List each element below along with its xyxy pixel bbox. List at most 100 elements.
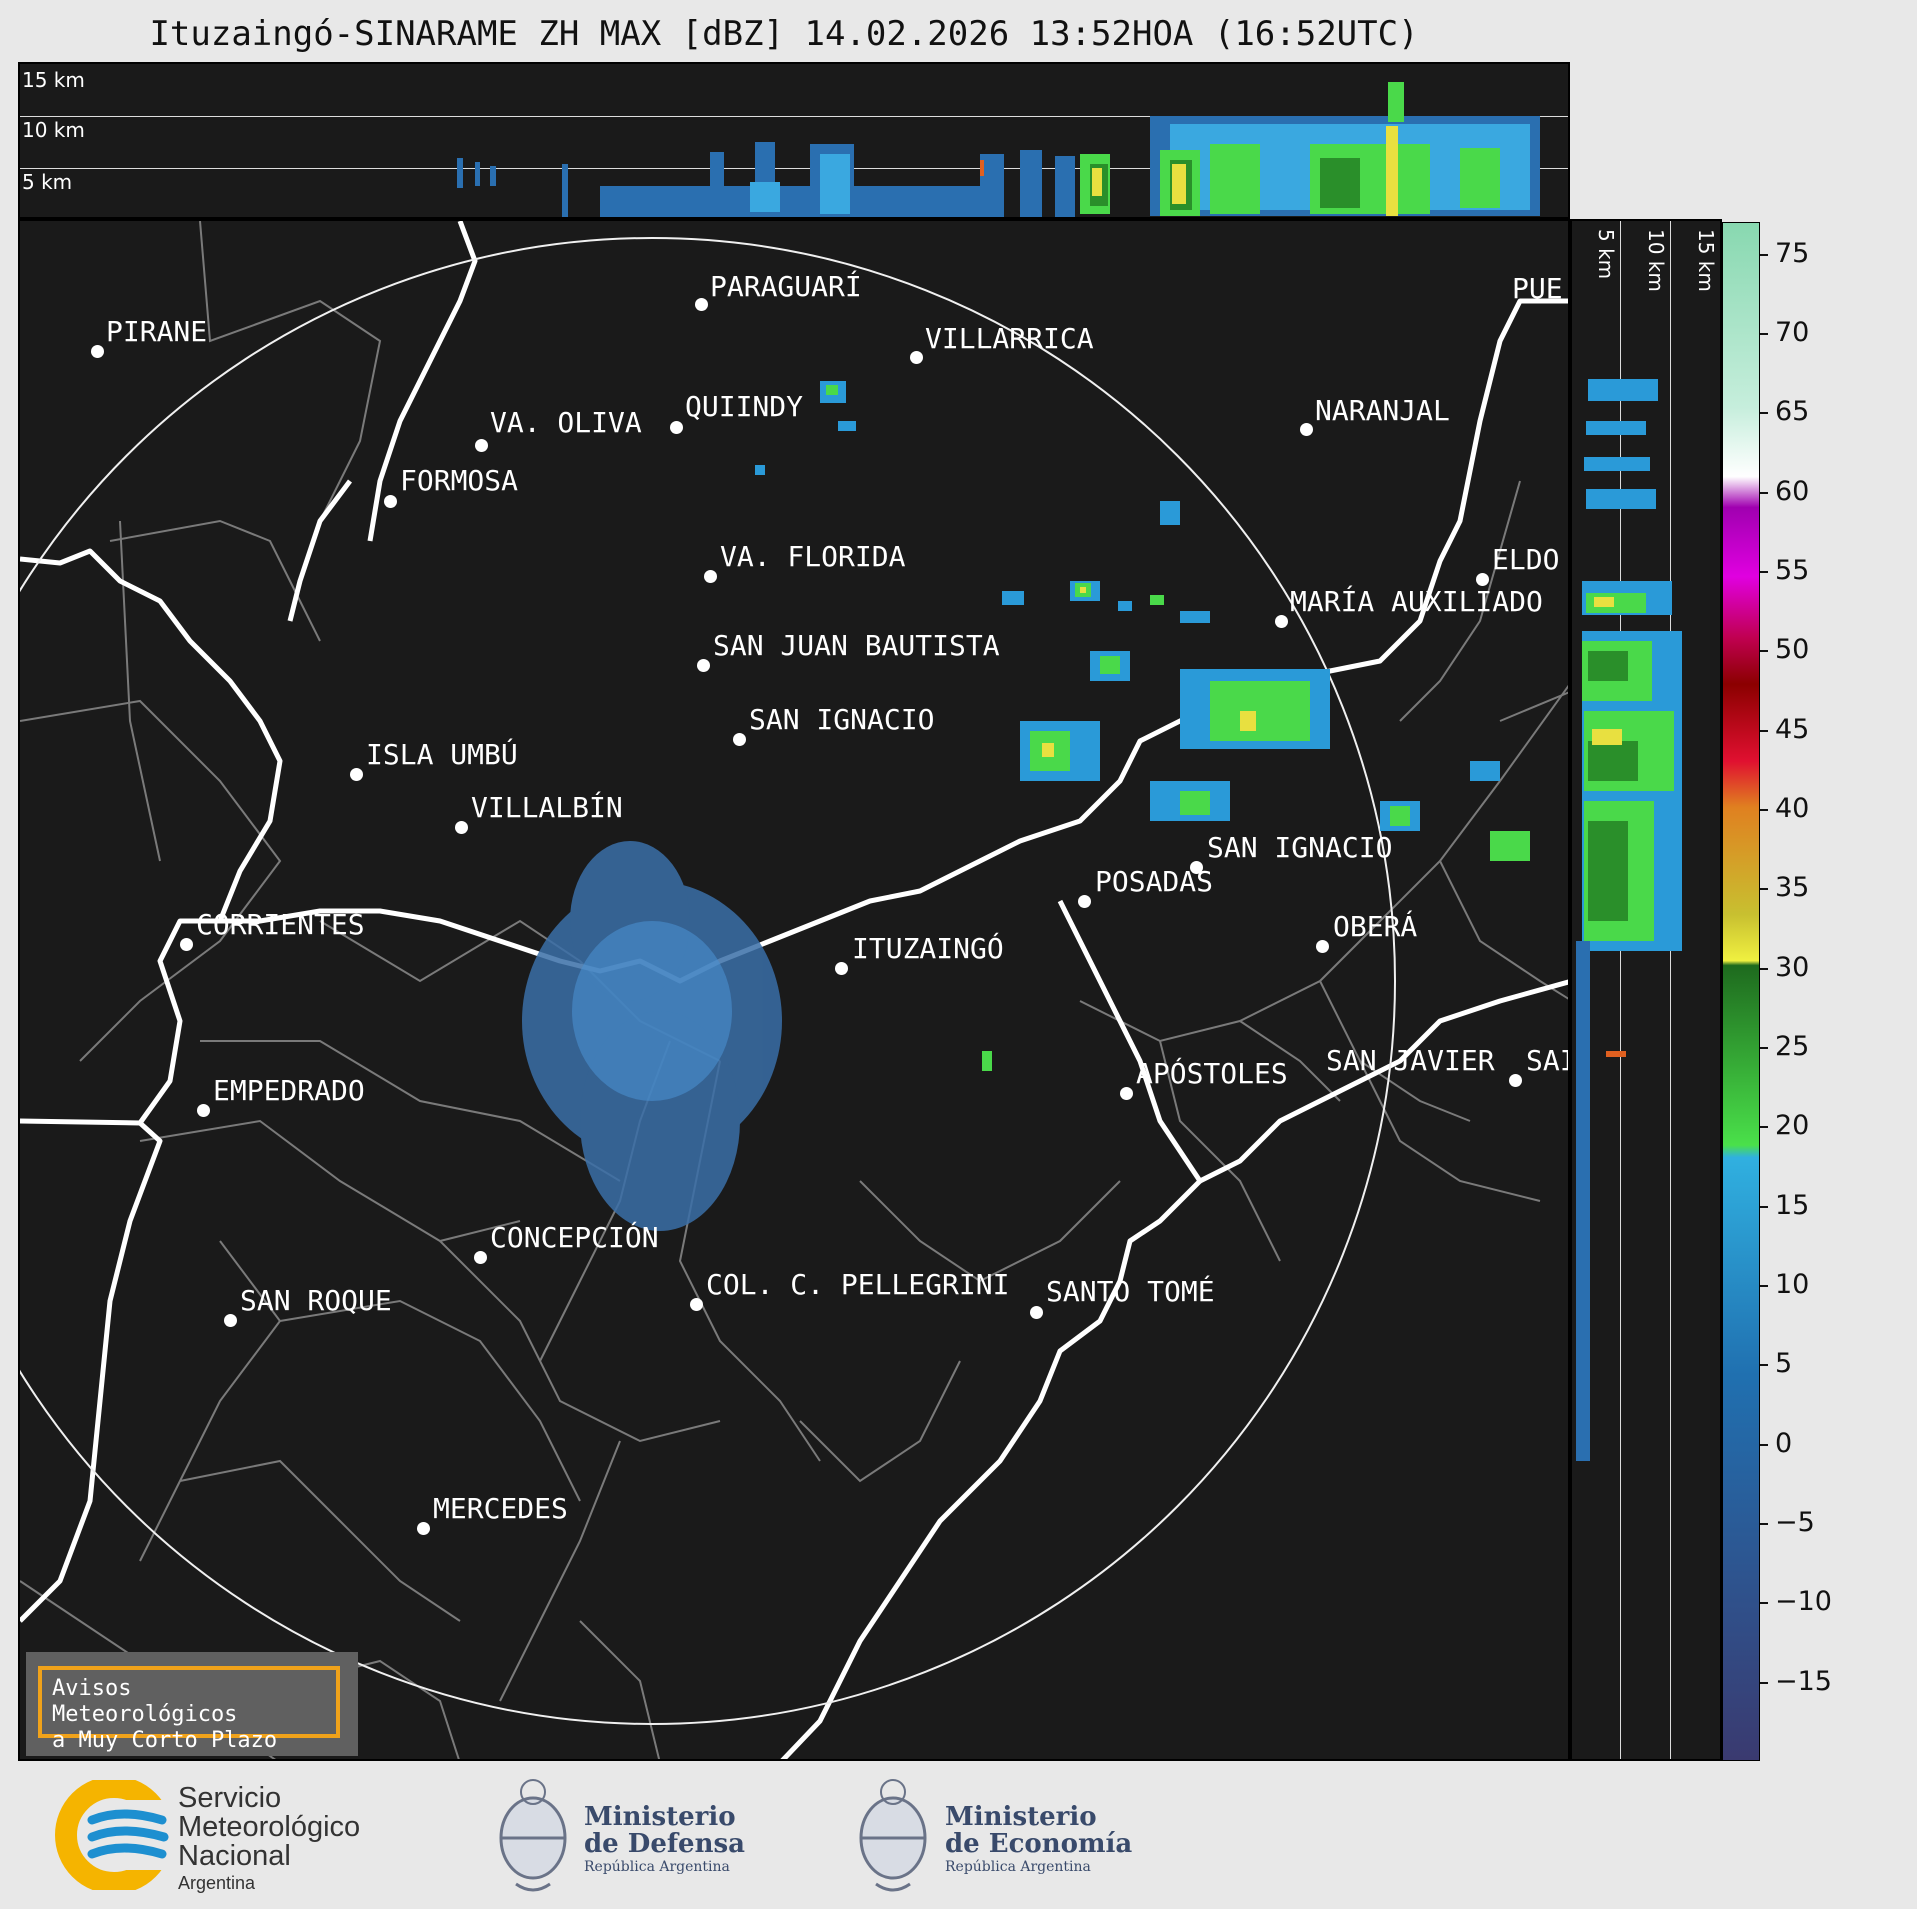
- colorbar-tick-label: 15: [1775, 1189, 1810, 1221]
- smn-line4: Argentina: [178, 1873, 256, 1893]
- colorbar-tick: [1760, 1126, 1768, 1129]
- colorbar-tick: [1760, 1047, 1768, 1050]
- city-dot: [1316, 940, 1329, 953]
- colorbar-tick: [1760, 1523, 1768, 1525]
- city-label: SAN IGNACIO: [749, 703, 935, 736]
- city-dot: [1190, 861, 1203, 874]
- defensa-line1: Ministerio: [584, 1802, 736, 1832]
- city-label: MERCEDES: [433, 1492, 568, 1525]
- defensa-seal-icon: [499, 1779, 567, 1892]
- city-dot: [1275, 615, 1288, 628]
- city-label: CORRIENTES: [196, 908, 365, 941]
- radar-site-label: ITUZAINGÓ: [852, 932, 1004, 965]
- city-label: SAI: [1526, 1044, 1568, 1077]
- city-label: ELDO: [1492, 543, 1560, 576]
- radar-map-panel[interactable]: PARAGUARÍ VILLARRICA PIRANE QUIINDY VA. …: [18, 219, 1570, 1761]
- page-title: Ituzaingó-SINARAME ZH MAX [dBZ] 14.02.20…: [149, 14, 1419, 54]
- city-dot: [474, 1251, 487, 1264]
- map-layer: [20, 221, 1568, 1759]
- top-echo-profile: [457, 82, 1540, 217]
- city-label: SANTO TOMÉ: [1046, 1275, 1215, 1308]
- city-label: SAN ROQUE: [240, 1284, 392, 1317]
- colorbar-tick: [1760, 1443, 1768, 1446]
- colorbar-tick-label: 30: [1775, 951, 1810, 983]
- colorbar-tick-label: 5: [1775, 1348, 1793, 1380]
- city-dot: [197, 1104, 210, 1117]
- economia-line2: de Economía: [945, 1829, 1133, 1860]
- economia-seal-icon: [859, 1779, 927, 1892]
- colorbar-tick-label: 0: [1775, 1427, 1793, 1459]
- colorbar-tick-label: 60: [1775, 475, 1810, 507]
- city-label: PIRANE: [106, 315, 208, 348]
- colorbar-tick: [1760, 809, 1768, 812]
- colorbar-tick: [1760, 1364, 1768, 1367]
- aviso-frame[interactable]: Avisos Meteorológicos a Muy Corto Plazo: [38, 1666, 340, 1753]
- smn-line1: Servicio: [178, 1782, 282, 1814]
- city-label: POSADAS: [1095, 865, 1214, 898]
- colorbar-tick-label: 65: [1775, 396, 1810, 428]
- city-dot: [224, 1314, 237, 1327]
- defensa-line2: de Defensa: [584, 1829, 745, 1860]
- city-dot: [475, 439, 488, 452]
- city-label: QUIINDY: [685, 390, 804, 423]
- colorbar-tick: [1760, 1602, 1768, 1605]
- smn-line3: Nacional: [178, 1840, 291, 1872]
- city-dot: [1120, 1087, 1133, 1100]
- height-line-10km: [1670, 221, 1671, 1759]
- height-line-5km: [20, 168, 1568, 169]
- city-label: PARAGUARÍ: [710, 270, 862, 303]
- smn-logo-text: Servicio Meteorológico Nacional Argentin…: [178, 1782, 360, 1893]
- colorbar: [1722, 222, 1760, 1761]
- city-dot: [1300, 423, 1313, 436]
- colorbar-tick: [1760, 1205, 1768, 1208]
- colorbar-tick: [1760, 1285, 1768, 1288]
- colorbar-tick: [1760, 412, 1768, 415]
- colorbar-tick: [1760, 1681, 1768, 1684]
- top-cross-section-panel: 15 km 10 km 5 km: [18, 62, 1570, 219]
- radar-site-dot: [835, 962, 848, 975]
- height-line-10km: [20, 116, 1568, 117]
- city-label: VA. FLORIDA: [720, 540, 906, 573]
- city-label: SAN IGNACIO: [1207, 831, 1393, 864]
- aviso-box[interactable]: Avisos Meteorológicos a Muy Corto Plazo: [26, 1652, 358, 1756]
- city-dot: [670, 421, 683, 434]
- aviso-line2: a Muy Corto Plazo: [52, 1727, 278, 1753]
- city-label: SAN JAVIER: [1326, 1044, 1495, 1077]
- city-dot: [180, 938, 193, 951]
- city-label: VA. OLIVA: [490, 406, 642, 439]
- colorbar-tick-label: 40: [1775, 793, 1810, 825]
- colorbar-tick: [1760, 650, 1768, 653]
- colorbar-tick-label: 10: [1775, 1269, 1810, 1301]
- colorbar-gradient: [1723, 223, 1759, 1760]
- colorbar-tick-label: 55: [1775, 555, 1810, 587]
- colorbar-tick-label: 20: [1775, 1110, 1810, 1142]
- height-line-5km: [1620, 221, 1621, 1759]
- colorbar-tick-label: 25: [1775, 1031, 1810, 1063]
- city-dot: [910, 351, 923, 364]
- city-label: OBERÁ: [1333, 910, 1418, 943]
- aviso-line1: Avisos Meteorológicos: [52, 1676, 238, 1727]
- colorbar-tick-label: 70: [1775, 317, 1810, 349]
- city-dot: [91, 345, 104, 358]
- city-label: SAN JUAN BAUTISTA: [713, 629, 1000, 662]
- city-label: MARÍA AUXILIADO: [1290, 585, 1543, 618]
- defensa-line3: República Argentina: [584, 1858, 730, 1875]
- city-dot: [704, 570, 717, 583]
- city-label: EMPEDRADO: [213, 1074, 365, 1107]
- colorbar-tick-label: −5: [1775, 1507, 1815, 1538]
- colorbar-tick: [1760, 571, 1768, 574]
- economia-line3: República Argentina: [945, 1858, 1091, 1875]
- colorbar-tick-label: 35: [1775, 872, 1810, 904]
- city-dot: [1030, 1306, 1043, 1319]
- colorbar-tick: [1760, 967, 1768, 970]
- height-label-5km: 5 km: [1594, 229, 1618, 280]
- city-label: FORMOSA: [400, 464, 519, 497]
- colorbar-tick: [1760, 729, 1768, 732]
- side-echo-profile: [1576, 379, 1682, 1461]
- height-label-15km: 15 km: [22, 68, 85, 92]
- colorbar-tick: [1760, 888, 1768, 891]
- smn-logo-icon: [55, 1780, 182, 1890]
- height-label-10km: 10 km: [1644, 229, 1668, 292]
- colorbar-tick-label: 75: [1775, 237, 1810, 269]
- city-dot: [695, 298, 708, 311]
